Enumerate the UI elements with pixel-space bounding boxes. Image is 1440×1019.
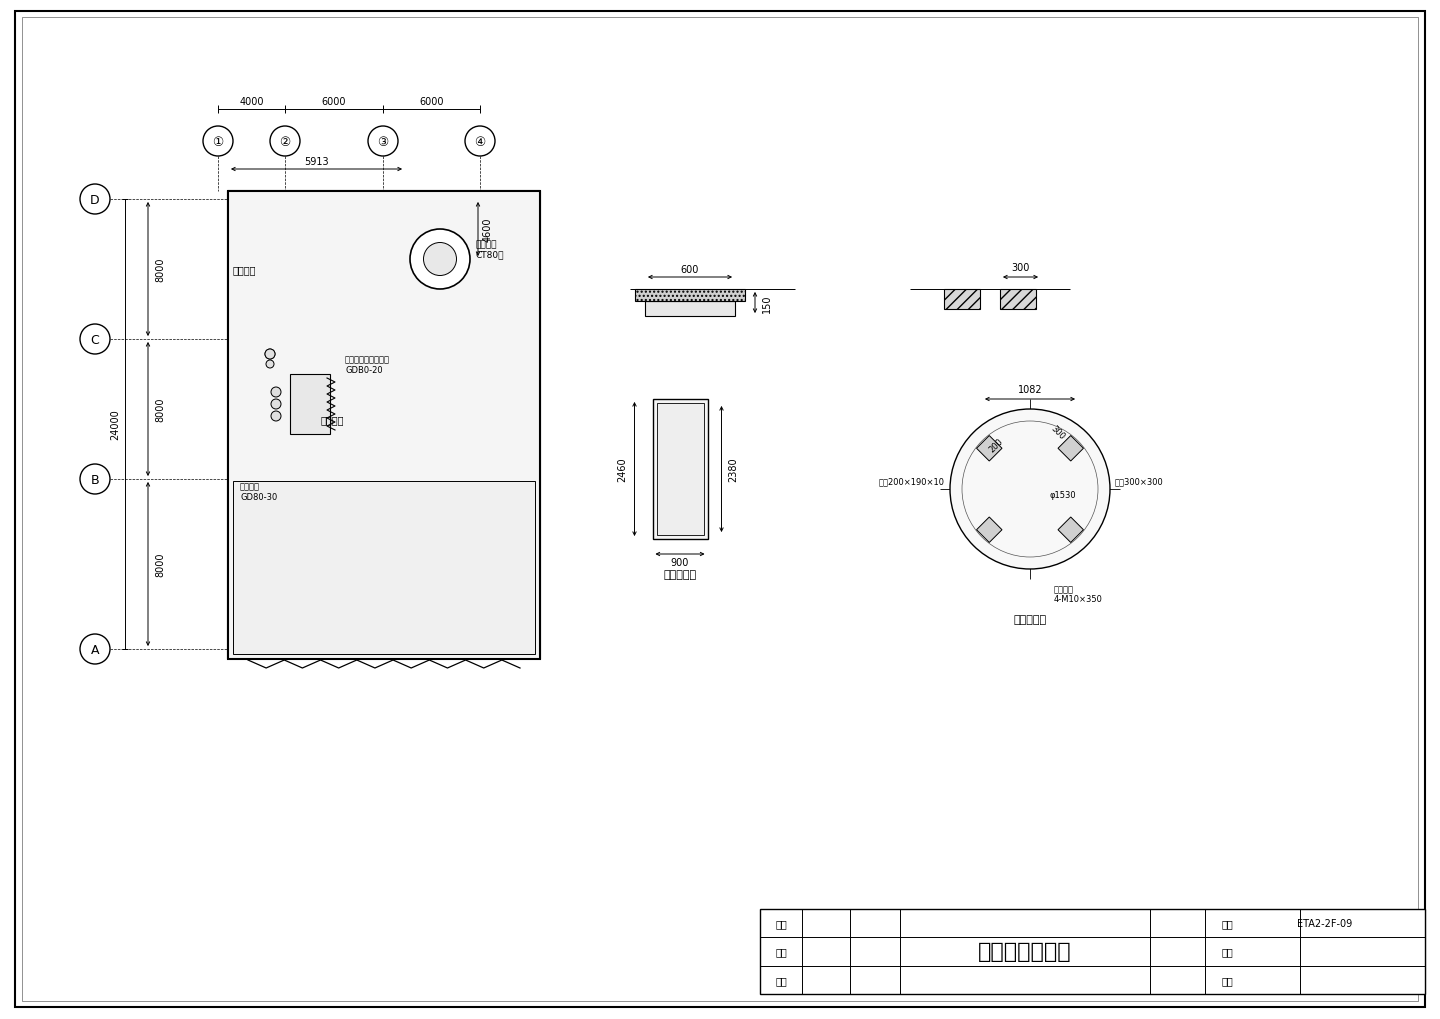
Text: 200: 200 — [988, 437, 1005, 454]
Text: 冷水机基础: 冷水机基础 — [664, 570, 697, 580]
Text: 设计: 设计 — [775, 975, 786, 985]
Bar — [635, 289, 744, 302]
Text: 300: 300 — [1050, 423, 1067, 441]
Text: 比例: 比例 — [1221, 947, 1233, 957]
Bar — [657, 404, 704, 535]
Text: φ1530: φ1530 — [1050, 490, 1077, 499]
Text: ①: ① — [212, 136, 223, 149]
Circle shape — [203, 127, 233, 157]
Bar — [228, 192, 540, 659]
Bar — [999, 289, 1035, 310]
Circle shape — [81, 184, 109, 215]
Bar — [760, 909, 1426, 994]
Text: 基础300×300: 基础300×300 — [1115, 477, 1164, 486]
Text: D: D — [91, 194, 99, 206]
Polygon shape — [976, 436, 1002, 462]
Bar — [945, 289, 981, 310]
Circle shape — [81, 325, 109, 355]
Text: 屋顶设备布置图: 屋顶设备布置图 — [978, 942, 1071, 962]
Bar — [233, 482, 536, 654]
Circle shape — [271, 127, 300, 157]
Text: 8000: 8000 — [156, 397, 166, 422]
Circle shape — [465, 127, 495, 157]
Text: 2460: 2460 — [618, 458, 628, 482]
Circle shape — [265, 350, 275, 360]
Text: 图号: 图号 — [1221, 975, 1233, 985]
Text: 冰水机房: 冰水机房 — [321, 415, 344, 425]
Polygon shape — [1058, 436, 1083, 462]
Text: 2380: 2380 — [729, 458, 739, 482]
Text: 阶段: 阶段 — [1221, 918, 1233, 928]
Text: 900: 900 — [671, 557, 690, 568]
Text: 地脚螺栋
4-M10×350: 地脚螺栋 4-M10×350 — [1054, 585, 1103, 604]
Circle shape — [81, 635, 109, 664]
Text: 300: 300 — [1011, 263, 1030, 273]
Text: 冷却水泵，一用一备
GDB0-20: 冷却水泵，一用一备 GDB0-20 — [346, 355, 390, 374]
Polygon shape — [1058, 518, 1083, 543]
Text: 冷却水塔
CT80型: 冷却水塔 CT80型 — [475, 240, 504, 260]
Text: 冷却塔基础: 冷却塔基础 — [1014, 614, 1047, 625]
Text: 批准: 批准 — [775, 918, 786, 928]
Circle shape — [950, 410, 1110, 570]
Text: 5913: 5913 — [304, 157, 328, 167]
Circle shape — [369, 127, 397, 157]
Bar — [289, 375, 330, 434]
Text: 1082: 1082 — [1018, 384, 1043, 394]
Text: 600: 600 — [681, 265, 700, 275]
Bar — [645, 302, 734, 317]
Circle shape — [271, 387, 281, 397]
Text: 8000: 8000 — [156, 552, 166, 577]
Circle shape — [410, 229, 469, 289]
Text: 4000: 4000 — [239, 97, 264, 107]
Bar — [652, 399, 707, 539]
Text: ④: ④ — [474, 136, 485, 149]
Text: C: C — [91, 333, 99, 346]
Circle shape — [271, 399, 281, 410]
Polygon shape — [976, 518, 1002, 543]
Circle shape — [265, 350, 275, 360]
Circle shape — [266, 361, 274, 369]
Circle shape — [271, 412, 281, 422]
Text: 冷冻水泵
GD80-30: 冷冻水泵 GD80-30 — [240, 482, 278, 501]
Text: 脚板200×190×10: 脚板200×190×10 — [878, 477, 945, 486]
Text: 150: 150 — [762, 293, 772, 313]
Text: 6000: 6000 — [419, 97, 444, 107]
Text: 6000: 6000 — [321, 97, 346, 107]
Text: 8000: 8000 — [156, 258, 166, 282]
Text: ③: ③ — [377, 136, 389, 149]
Text: 4600: 4600 — [482, 217, 492, 243]
Text: 校核: 校核 — [775, 947, 786, 957]
Circle shape — [423, 244, 456, 276]
Circle shape — [81, 465, 109, 494]
Text: A: A — [91, 643, 99, 656]
Text: 屋顶水筱: 屋顶水筱 — [232, 265, 256, 275]
Text: ETA2-2F-09: ETA2-2F-09 — [1297, 918, 1352, 928]
Text: B: B — [91, 473, 99, 486]
Text: 24000: 24000 — [109, 410, 120, 440]
Text: ②: ② — [279, 136, 291, 149]
